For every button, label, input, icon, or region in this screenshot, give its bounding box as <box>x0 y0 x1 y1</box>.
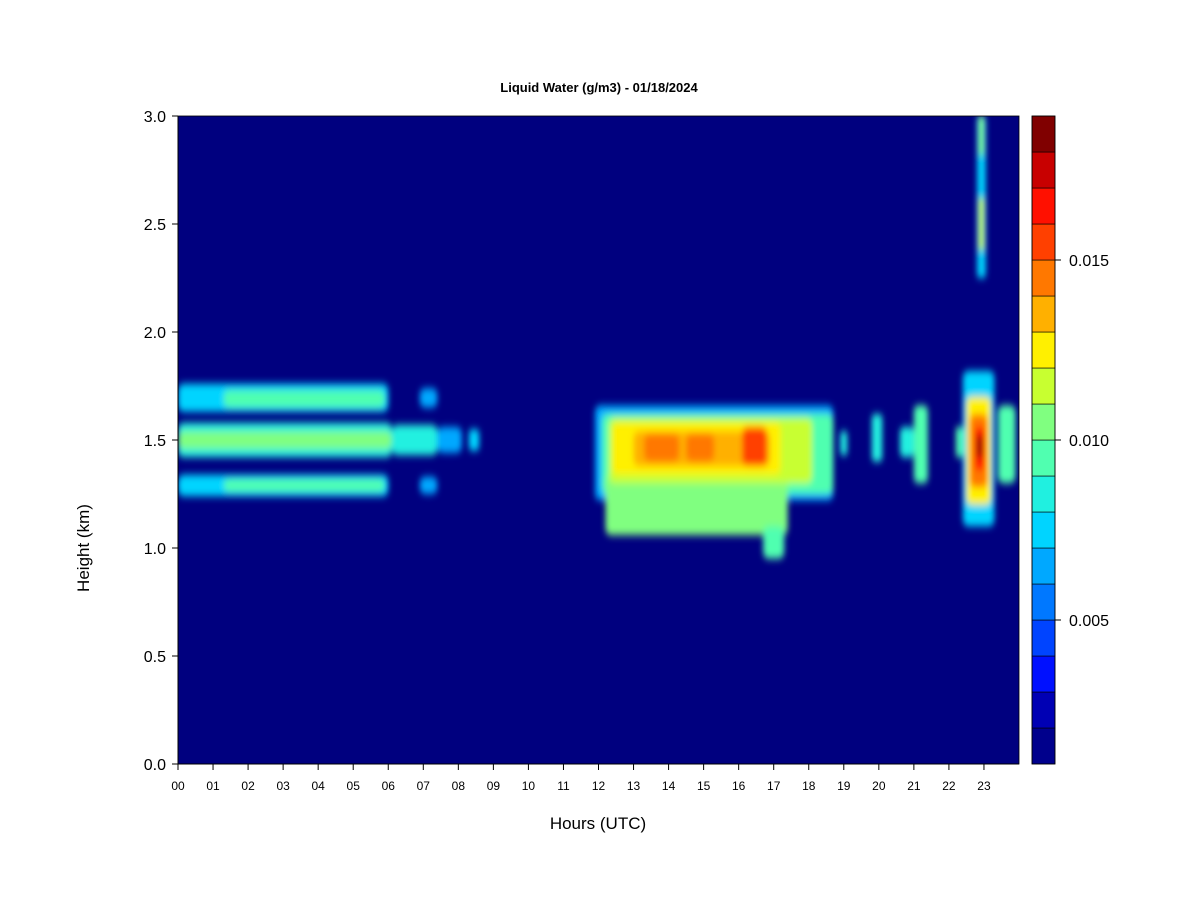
x-tick-label: 11 <box>557 779 570 793</box>
colorbar-segment <box>1031 727 1056 765</box>
x-tick-label: 00 <box>171 779 185 793</box>
colorbar-segment <box>1031 691 1056 729</box>
heat-cell <box>977 435 983 458</box>
colorbar-segment <box>1031 655 1056 693</box>
x-tick-label: 22 <box>942 779 956 793</box>
colorbar-segment <box>1031 259 1056 297</box>
x-tick-label: 20 <box>872 779 886 793</box>
heat-cell <box>913 405 928 484</box>
x-tick-label: 05 <box>347 779 361 793</box>
heat-cell <box>955 427 963 458</box>
colorbar-segment <box>1031 295 1056 333</box>
colorbar-segment <box>1031 367 1056 405</box>
colorbar-tick-label: 0.010 <box>1069 433 1109 450</box>
x-tick-label: 12 <box>592 779 606 793</box>
y-tick-label: 2.0 <box>144 325 166 342</box>
x-tick-label: 18 <box>802 779 816 793</box>
x-tick-label: 08 <box>452 779 466 793</box>
colorbar-segment <box>1031 331 1056 369</box>
y-tick-label: 1.5 <box>144 433 166 450</box>
x-tick-label: 15 <box>697 779 711 793</box>
colorbar-segment <box>1031 187 1056 225</box>
x-tick-label: 02 <box>241 779 255 793</box>
colorbar-segment <box>1031 547 1056 585</box>
heatmap-field <box>178 116 1016 559</box>
heat-cell <box>871 414 883 462</box>
heat-cell <box>223 390 385 408</box>
colorbar-segment <box>1031 619 1056 657</box>
y-tick-label: 3.0 <box>144 109 166 126</box>
x-tick-label: 09 <box>487 779 501 793</box>
heat-cell <box>223 478 385 492</box>
colorbar-segment <box>1031 511 1056 549</box>
colorbar-segment <box>1031 115 1056 153</box>
x-tick-label: 07 <box>417 779 431 793</box>
x-tick-label: 19 <box>837 779 851 793</box>
heat-cell <box>437 427 462 453</box>
heat-cell <box>391 424 438 456</box>
y-tick-label: 0.5 <box>144 649 166 666</box>
x-tick-label: 04 <box>311 779 325 793</box>
heat-cell <box>998 405 1016 484</box>
heat-cell <box>840 431 848 456</box>
heat-cell <box>605 474 788 536</box>
heat-cell <box>419 476 438 494</box>
colorbar-segment <box>1031 583 1056 621</box>
y-axis: 0.0 0.5 1.0 1.5 2.0 2.5 3.0 <box>144 109 179 774</box>
x-tick-label: 23 <box>977 779 991 793</box>
x-tick-label: 21 <box>907 779 921 793</box>
heat-cell <box>742 427 767 466</box>
heat-cell <box>763 526 785 559</box>
heat-cell <box>468 429 480 451</box>
colorbar-segment <box>1031 475 1056 513</box>
y-tick-label: 0.0 <box>144 757 166 774</box>
chart-title: Liquid Water (g/m3) - 01/18/2024 <box>500 80 698 95</box>
heat-cell <box>644 433 680 462</box>
heat-cell <box>178 431 392 449</box>
x-tick-label: 16 <box>732 779 746 793</box>
y-tick-label: 1.0 <box>144 541 166 558</box>
x-axis: 00 01 02 03 04 05 06 07 08 09 10 11 12 13 14 15 16 17 18 19… <box>171 763 1019 793</box>
heat-cell <box>978 198 984 250</box>
colorbar-tick-label: 0.015 <box>1069 253 1109 270</box>
x-tick-label: 14 <box>662 779 676 793</box>
colorbar-segment <box>1031 223 1056 261</box>
x-tick-label: 03 <box>276 779 290 793</box>
x-tick-label: 01 <box>206 779 220 793</box>
colorbar-segment <box>1031 151 1056 189</box>
y-axis-label: Height (km) <box>74 504 93 592</box>
colorbar-segment <box>1031 403 1056 441</box>
x-axis-label: Hours (UTC) <box>550 814 646 833</box>
y-tick-label: 2.5 <box>144 217 166 234</box>
x-tick-label: 06 <box>382 779 396 793</box>
heat-cell <box>419 388 438 408</box>
x-tick-label: 17 <box>767 779 781 793</box>
colorbar-segment <box>1031 439 1056 477</box>
heat-cell <box>978 116 984 155</box>
colorbar: 0.005 0.010 0.015 <box>1031 115 1109 765</box>
colorbar-tick-label: 0.005 <box>1069 613 1109 630</box>
heat-cell <box>686 433 715 462</box>
heat-cell <box>899 427 914 458</box>
x-tick-label: 13 <box>627 779 641 793</box>
x-tick-label: 10 <box>522 779 536 793</box>
